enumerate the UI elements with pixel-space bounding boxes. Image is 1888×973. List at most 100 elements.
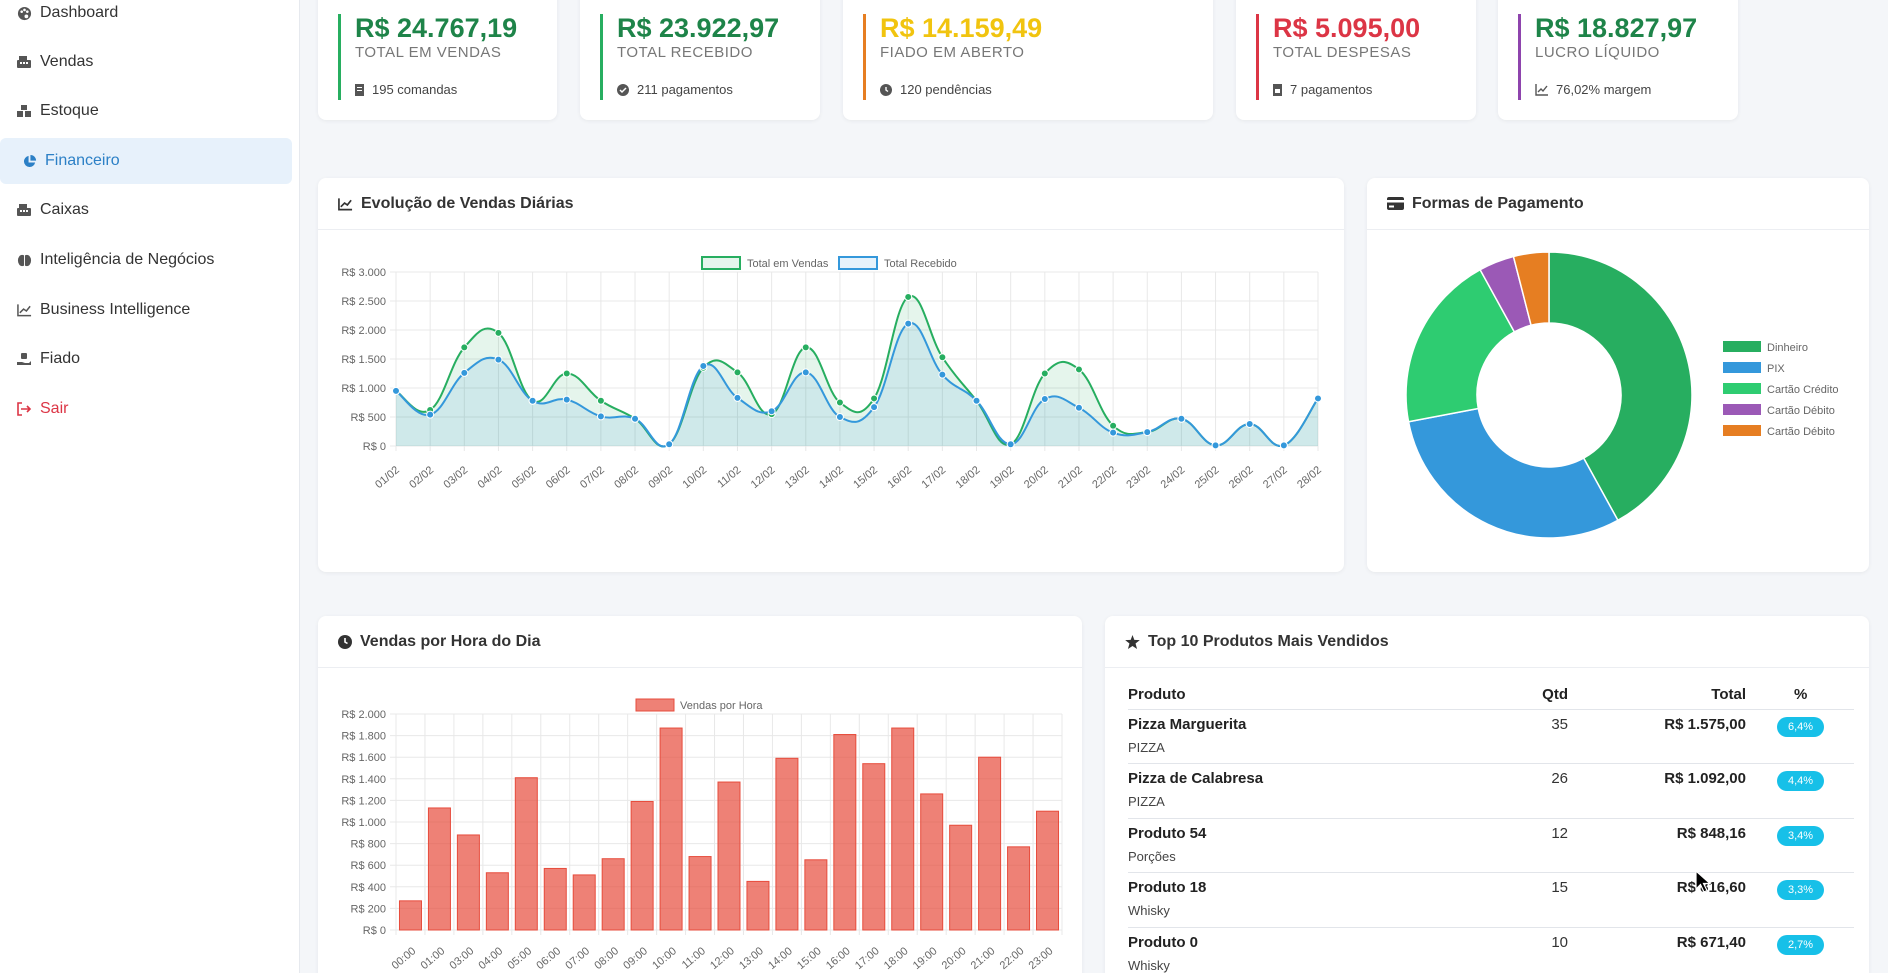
data-point (596, 412, 605, 421)
x-tick-label: 26/02 (1227, 464, 1256, 491)
legend-label: Cartão Débito (1767, 405, 1835, 417)
data-point (699, 361, 708, 370)
kpi-label: TOTAL RECEBIDO (617, 44, 753, 61)
kpi-value: R$ 14.159,49 (880, 13, 1043, 43)
data-point (562, 395, 571, 404)
series-line (395, 322, 1319, 448)
kpi-sub-text: 120 pendências (900, 82, 992, 97)
product-category: PIZZA (1128, 740, 1165, 755)
bar (1007, 846, 1031, 931)
legend-swatch (1723, 425, 1761, 436)
kpi-value: R$ 5.095,00 (1273, 13, 1421, 43)
bar (833, 734, 857, 931)
legend-swatch (635, 698, 675, 712)
daily-sales-panel: Evolução de Vendas Diárias R$ 0 R$ 500 R$ … (318, 178, 1344, 572)
x-tick-label: 13:00 (737, 945, 766, 972)
sidebar-item-sair[interactable]: Sair (0, 386, 292, 432)
data-point (494, 328, 503, 337)
legend-label: Cartão Crédito (1767, 384, 1839, 396)
sidebar-item-financeiro[interactable]: Financeiro (0, 138, 292, 184)
sidebar-item-fiado[interactable]: Fiado (0, 336, 292, 382)
x-tick-label: 20:00 (940, 945, 969, 972)
x-tick-label: 05:00 (505, 945, 534, 972)
bar (398, 900, 422, 931)
data-point (631, 414, 640, 423)
table-row[interactable]: Produto 0 Whisky 10 R$ 671,40 2,7% (1128, 927, 1854, 973)
data-point (562, 369, 571, 378)
x-tick-label: 10/02 (680, 464, 709, 491)
data-point (767, 407, 776, 416)
star-icon (1125, 634, 1140, 649)
table-row[interactable]: Produto 18 Whisky 15 R$ 816,60 3,3% (1128, 872, 1854, 927)
col-header-total: Total (1711, 686, 1746, 703)
data-point (938, 370, 947, 379)
sidebar-item-dashboard[interactable]: Dashboard (0, 0, 292, 36)
bar (804, 859, 828, 931)
sidebar-item-vendas[interactable]: Vendas (0, 39, 292, 85)
product-name: Produto 18 (1128, 879, 1207, 896)
x-tick-label: 07:00 (563, 945, 592, 972)
legend-swatch (1723, 341, 1761, 352)
x-tick-label: 17:00 (853, 945, 882, 972)
data-point (1279, 441, 1288, 450)
y-tick-label: R$ 800 (351, 839, 386, 851)
table-row[interactable]: Produto 54 Porções 12 R$ 848,16 3,4% (1128, 818, 1854, 873)
x-tick-label: 06:00 (534, 945, 563, 972)
data-point (1211, 441, 1220, 450)
y-tick-label: R$ 1.400 (341, 774, 386, 786)
line-chart-icon (1535, 83, 1548, 96)
data-point (1074, 403, 1083, 412)
sidebar-item-label: Financeiro (45, 152, 120, 169)
kpi-card-lucro-liquido: R$ 18.827,97 LUCRO LÍQUIDO 76,02% margem (1498, 0, 1738, 120)
payment-methods-panel: Formas de Pagamento Dinheiro PIX Cartão Cr… (1367, 178, 1869, 572)
x-tick-label: 15:00 (795, 945, 824, 972)
x-tick-label: 25/02 (1193, 464, 1222, 491)
x-tick-label: 08/02 (612, 464, 641, 491)
bar (485, 872, 509, 931)
panel-title: Formas de Pagamento (1412, 194, 1584, 212)
product-total: R$ 1.575,00 (1664, 716, 1746, 733)
table-row[interactable]: Pizza Marguerita PIZZA 35 R$ 1.575,00 6,… (1128, 709, 1854, 764)
x-tick-label: 09/02 (646, 464, 675, 491)
sidebar-item-estoque[interactable]: Estoque (0, 88, 292, 134)
panel-header: Vendas por Hora do Dia (318, 616, 1082, 668)
x-tick-label: 02/02 (407, 464, 436, 491)
data-point (528, 396, 537, 405)
product-total: R$ 848,16 (1676, 825, 1746, 842)
x-tick-label: 15/02 (851, 464, 880, 491)
y-tick-label: R$ 1.200 (341, 795, 386, 807)
data-point (494, 355, 503, 364)
pie-slice (1405, 268, 1516, 423)
y-tick-label: R$ 1.800 (341, 731, 386, 743)
x-tick-label: 18:00 (882, 945, 911, 972)
kpi-sub-text: 195 comandas (372, 82, 458, 97)
data-point (938, 353, 947, 362)
kpi-sub-text: 211 pagamentos (637, 82, 733, 97)
percent-badge: 6,4% (1777, 717, 1824, 737)
kpi-accent-bar (600, 14, 603, 100)
x-tick-label: 00:00 (390, 945, 419, 972)
x-tick-label: 24/02 (1159, 464, 1188, 491)
product-total: R$ 816,60 (1676, 879, 1746, 896)
kpi-card-total-vendas: R$ 24.767,19 TOTAL EM VENDAS 195 comanda… (318, 0, 557, 120)
x-tick-label: 23:00 (1027, 945, 1056, 972)
table-row[interactable]: Pizza de Calabresa PIZZA 26 R$ 1.092,00 … (1128, 763, 1854, 818)
x-tick-label: 04:00 (476, 945, 505, 972)
product-total: R$ 1.092,00 (1664, 770, 1746, 787)
sidebar-item-caixas[interactable]: Caixas (0, 187, 292, 233)
bar (717, 781, 741, 931)
percent-badge: 3,4% (1777, 826, 1824, 846)
panel-title: Vendas por Hora do Dia (360, 632, 541, 650)
y-tick-label: R$ 600 (351, 860, 386, 872)
sidebar-item-inteligencia[interactable]: Inteligência de Negócios (0, 237, 292, 283)
sidebar-item-business-intelligence[interactable]: Business Intelligence (0, 287, 292, 333)
y-tick-label: R$ 200 (351, 903, 386, 915)
product-name: Produto 0 (1128, 934, 1198, 951)
panel-header: Top 10 Produtos Mais Vendidos (1105, 616, 1869, 668)
series-area (396, 322, 1318, 447)
x-tick-label: 12/02 (749, 464, 778, 491)
legend-label: Total Recebido (884, 258, 957, 270)
x-tick-label: 14/02 (817, 464, 846, 491)
data-point (870, 403, 879, 412)
x-tick-label: 07/02 (578, 464, 607, 491)
